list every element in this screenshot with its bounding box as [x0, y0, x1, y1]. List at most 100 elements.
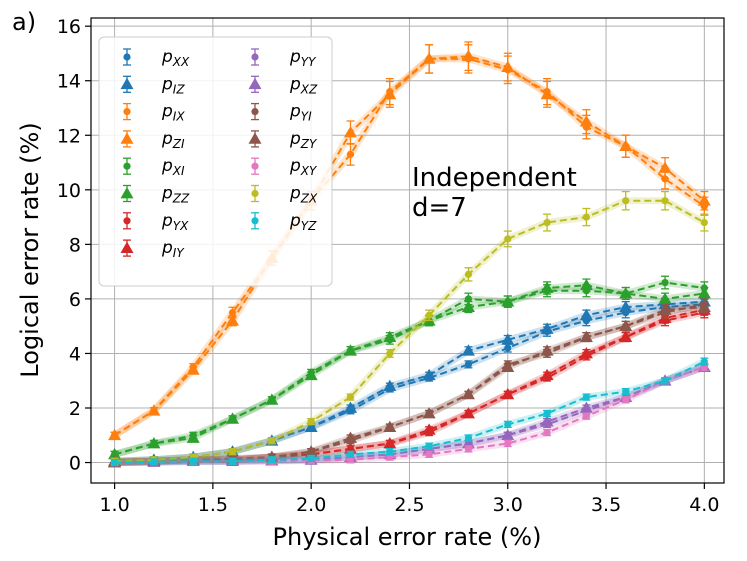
- legend-item-yy: pYY: [251, 47, 317, 69]
- legend-marker-xy: [251, 162, 259, 170]
- data-point-zy: [383, 420, 397, 432]
- data-point-zi: [422, 52, 436, 64]
- data-point-zx: [464, 270, 473, 278]
- series-xx-line: [114, 303, 705, 463]
- data-point-zz: [147, 436, 161, 449]
- data-point-zy: [461, 387, 475, 400]
- y-tick-label: 4: [69, 343, 81, 365]
- y-tick-label: 10: [57, 180, 81, 202]
- data-point-xx: [504, 344, 512, 352]
- data-point-iz: [383, 379, 397, 392]
- x-tick-label: 3.5: [591, 494, 621, 516]
- data-point-xz: [579, 401, 593, 413]
- data-point-zy: [619, 319, 633, 332]
- data-point-zi: [186, 363, 200, 375]
- data-point-zi: [461, 49, 475, 62]
- x-tick-label: 3.0: [493, 494, 523, 516]
- data-point-yz: [110, 458, 119, 467]
- data-point-zi: [619, 139, 633, 152]
- data-point-xy: [543, 428, 551, 437]
- data-point-zy: [501, 360, 515, 372]
- data-point-zz: [304, 368, 318, 381]
- data-point-iz: [540, 322, 554, 334]
- legend-marker-iz: [120, 77, 134, 90]
- data-point-xz: [501, 428, 515, 441]
- data-point-xy: [386, 453, 394, 461]
- data-point-iz: [619, 300, 633, 312]
- legend-subscript: XZ: [300, 82, 318, 96]
- legend-subscript: XI: [172, 164, 185, 178]
- series-yz-line: [114, 360, 705, 464]
- x-axis-label: Physical error rate (%): [273, 523, 542, 551]
- data-point-zx: [582, 213, 590, 221]
- data-point-zy: [697, 300, 711, 312]
- data-point-zz: [501, 295, 515, 307]
- series-yy-line: [114, 366, 705, 464]
- data-point-iz: [501, 333, 515, 345]
- data-point-iz: [304, 420, 318, 432]
- series-layer: [108, 41, 711, 468]
- data-point-iy: [422, 423, 436, 435]
- plot-frame: [90, 17, 725, 484]
- data-point-yz: [504, 420, 512, 428]
- data-point-xy: [504, 439, 512, 448]
- data-point-yz: [268, 456, 276, 464]
- series-iz: [108, 295, 711, 467]
- annotation: Independent d=7: [412, 163, 577, 223]
- legend-marker-xz: [248, 77, 262, 90]
- data-point-yz: [661, 377, 669, 385]
- series-zx-line: [114, 199, 705, 463]
- series-xi-line: [114, 281, 705, 456]
- legend-marker-zz: [120, 187, 134, 199]
- series-yz: [110, 357, 709, 467]
- data-point-iy: [540, 368, 554, 381]
- data-point-zx: [307, 418, 315, 426]
- series-iy-band: [111, 306, 708, 466]
- legend-marker-yi: [251, 108, 259, 116]
- legend-subscript: YY: [301, 55, 317, 69]
- series-ix-line: [114, 57, 705, 437]
- legend-marker-zi: [120, 132, 134, 144]
- data-point-xx: [464, 360, 473, 368]
- data-point-zi: [658, 161, 672, 173]
- data-point-zx: [425, 311, 433, 319]
- legend-marker-yy: [251, 53, 259, 61]
- series-xy-line: [114, 366, 705, 464]
- annotation-line-2: d=7: [412, 193, 467, 223]
- series-zz-line: [114, 284, 705, 456]
- data-point-yz: [228, 457, 237, 465]
- data-point-yz: [582, 393, 590, 401]
- data-point-zi: [383, 87, 397, 100]
- annotation-line-1: Independent: [412, 163, 577, 193]
- data-point-zz: [461, 300, 475, 312]
- data-point-ix: [346, 150, 355, 158]
- x-tick-label: 4.0: [689, 494, 719, 516]
- legend-subscript: YI: [301, 110, 312, 124]
- data-point-yz: [700, 358, 708, 366]
- data-point-iz: [422, 368, 436, 381]
- data-point-ix: [228, 308, 237, 317]
- x-tick-label: 2.0: [296, 494, 326, 516]
- y-tick-label: 2: [69, 398, 81, 420]
- y-tick-label: 12: [57, 125, 81, 147]
- data-point-zi: [579, 115, 593, 127]
- x-tick-label: 1.0: [99, 494, 129, 516]
- data-point-zy: [304, 445, 318, 457]
- data-point-xy: [622, 396, 630, 404]
- legend-item-zx: pZX: [251, 184, 318, 206]
- data-point-iz: [343, 401, 357, 413]
- legend-marker-yz: [251, 217, 259, 225]
- data-point-xi: [661, 278, 669, 287]
- y-tick-label: 0: [69, 453, 81, 475]
- legend-marker-ix: [123, 108, 131, 116]
- data-point-xy: [425, 450, 433, 458]
- data-point-iy: [501, 387, 515, 400]
- data-point-iy: [461, 406, 475, 419]
- data-point-yz: [150, 458, 158, 466]
- ticks: 1.0 1.5 2.0 2.5 3.0 3.5 4.0 0 2 4 6 8 10 12 14 16: [57, 16, 720, 516]
- data-point-zi: [697, 194, 711, 206]
- data-point-zz: [186, 431, 200, 443]
- legend-subscript: XX: [172, 55, 190, 69]
- data-point-zx: [386, 349, 394, 358]
